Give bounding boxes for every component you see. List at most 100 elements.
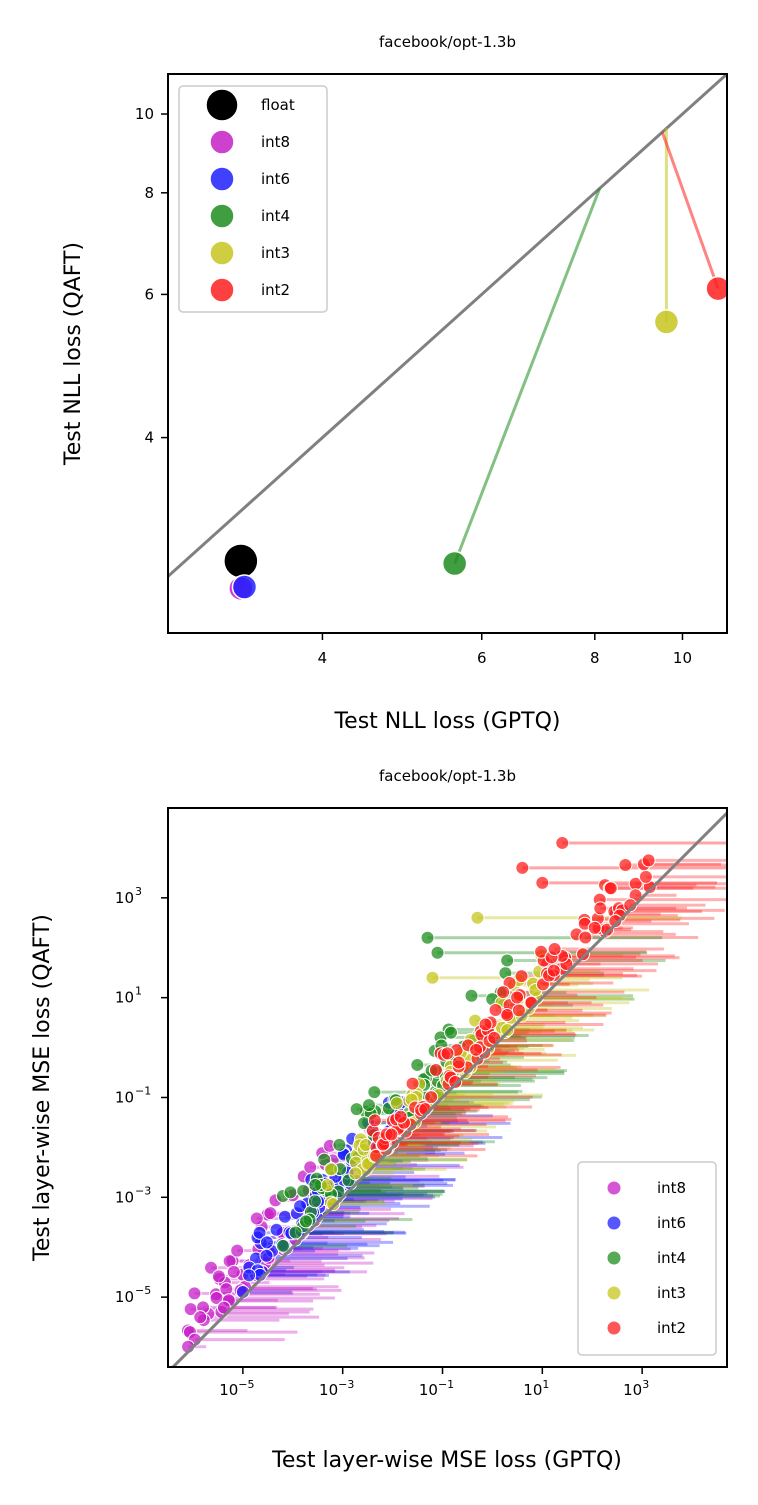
y-tick-label: 4: [144, 429, 154, 447]
axes-frame: [167, 73, 728, 634]
legend: float int8 int6 int4 int3 int2: [178, 85, 328, 313]
y-tick-base: 10: [115, 889, 134, 907]
x-tick-label: 8: [590, 649, 600, 667]
x-tick-label: 4: [318, 649, 328, 667]
plot-area: [170, 810, 727, 1367]
legend-label-int2: int2: [261, 281, 290, 299]
legend-label-int8: int8: [261, 133, 290, 151]
y-tick-base: 10: [115, 989, 134, 1007]
point-int3: [389, 1096, 404, 1111]
point-int4: [288, 1225, 303, 1240]
point-int4: [317, 1152, 332, 1167]
x-tick-base: 10: [419, 1381, 438, 1399]
chart-title: facebook/opt-1.3b: [379, 33, 516, 51]
x-tick-exponent: −3: [338, 1378, 354, 1391]
y-tick-base: 10: [115, 1288, 134, 1306]
point-int2: [424, 1090, 439, 1105]
point-int3: [348, 1166, 363, 1181]
legend-label-int3: int3: [657, 1284, 686, 1302]
x-tick-exponent: 1: [542, 1378, 549, 1391]
point-int2: [405, 1076, 420, 1091]
point-int2: [575, 947, 590, 962]
x-tick-exponent: −5: [238, 1378, 254, 1391]
legend-marker-int8: [607, 1181, 621, 1195]
x-tick-label: 103: [623, 1378, 649, 1399]
point-int6: [293, 1199, 308, 1214]
point-int8: [193, 1310, 208, 1325]
point-int4: [332, 1137, 347, 1152]
diagonal-line: [168, 74, 727, 579]
legend-marker-int3: [607, 1286, 621, 1300]
point-int4: [441, 550, 468, 577]
legend-marker-int3: [209, 240, 235, 266]
y-tick-exponent: −1: [135, 1084, 151, 1097]
connector-int4: [453, 187, 602, 565]
point-int2: [428, 1062, 443, 1077]
x-tick-base: 10: [523, 1381, 542, 1399]
legend-marker-int6: [607, 1216, 621, 1230]
point-int2: [393, 1109, 408, 1124]
plot-area: [168, 74, 727, 602]
legend-box: [178, 85, 328, 313]
x-tick-exponent: 3: [642, 1378, 649, 1391]
point-int8: [303, 1160, 318, 1175]
x-tick-label: 101: [523, 1378, 549, 1399]
point-int4: [307, 1194, 322, 1209]
legend-marker-int8: [209, 129, 235, 155]
point-int4: [420, 930, 435, 945]
point-int4: [275, 1238, 290, 1253]
y-tick-exponent: 1: [135, 985, 142, 998]
point-int4: [361, 1098, 376, 1113]
x-tick-base: 10: [219, 1381, 238, 1399]
point-int4: [410, 1057, 425, 1072]
point-int2: [469, 1042, 484, 1057]
legend-marker-int2: [607, 1321, 621, 1335]
point-int3: [425, 970, 440, 985]
x-tick-exponent: −1: [438, 1378, 454, 1391]
point-int8: [211, 1269, 226, 1284]
point-int3: [500, 1023, 515, 1038]
connector-int2: [660, 131, 720, 290]
point-int8: [249, 1211, 264, 1226]
point-int2: [440, 1046, 455, 1061]
x-axis-label: Test NLL loss (GPTQ): [333, 709, 560, 734]
legend-label-int3: int3: [261, 244, 290, 262]
y-tick-exponent: −3: [135, 1184, 151, 1197]
legend-label-float: float: [261, 96, 295, 114]
point-int6: [259, 1235, 274, 1250]
point-int4: [430, 945, 445, 960]
point-int4: [298, 1214, 313, 1229]
point-int3: [324, 1162, 339, 1177]
point-int4: [464, 988, 479, 1003]
point-int3: [470, 910, 485, 925]
point-int3: [326, 1197, 341, 1212]
point-int2: [510, 990, 525, 1005]
legend-label-int2: int2: [657, 1319, 686, 1337]
legend-label-int8: int8: [657, 1179, 686, 1197]
point-int2: [448, 1075, 463, 1090]
x-tick-label: 6: [477, 649, 487, 667]
point-int4: [500, 953, 515, 968]
point-int4: [444, 1025, 459, 1040]
point-int8: [230, 1243, 245, 1258]
point-int2: [638, 869, 653, 884]
y-tick-label: 10: [115, 889, 134, 907]
y-tick-exponent: −5: [135, 1284, 151, 1297]
y-tick-base: 10: [115, 1188, 134, 1206]
legend-label-int4: int4: [261, 207, 290, 225]
x-tick-label: 10−1: [419, 1378, 454, 1399]
y-tick-label: 10: [115, 1088, 134, 1106]
axes-frame: [167, 807, 728, 1368]
chart-title: facebook/opt-1.3b: [379, 767, 516, 785]
point-int2: [384, 1127, 399, 1142]
point-int2: [705, 275, 727, 302]
y-tick-label: 10: [115, 1188, 134, 1206]
y-tick-label: 8: [144, 184, 154, 202]
point-int2: [514, 969, 529, 984]
point-int8: [204, 1260, 219, 1275]
x-tick-label: 10: [673, 649, 692, 667]
point-int8: [263, 1206, 278, 1221]
point-int2: [578, 930, 593, 945]
point-int2: [367, 1113, 382, 1128]
